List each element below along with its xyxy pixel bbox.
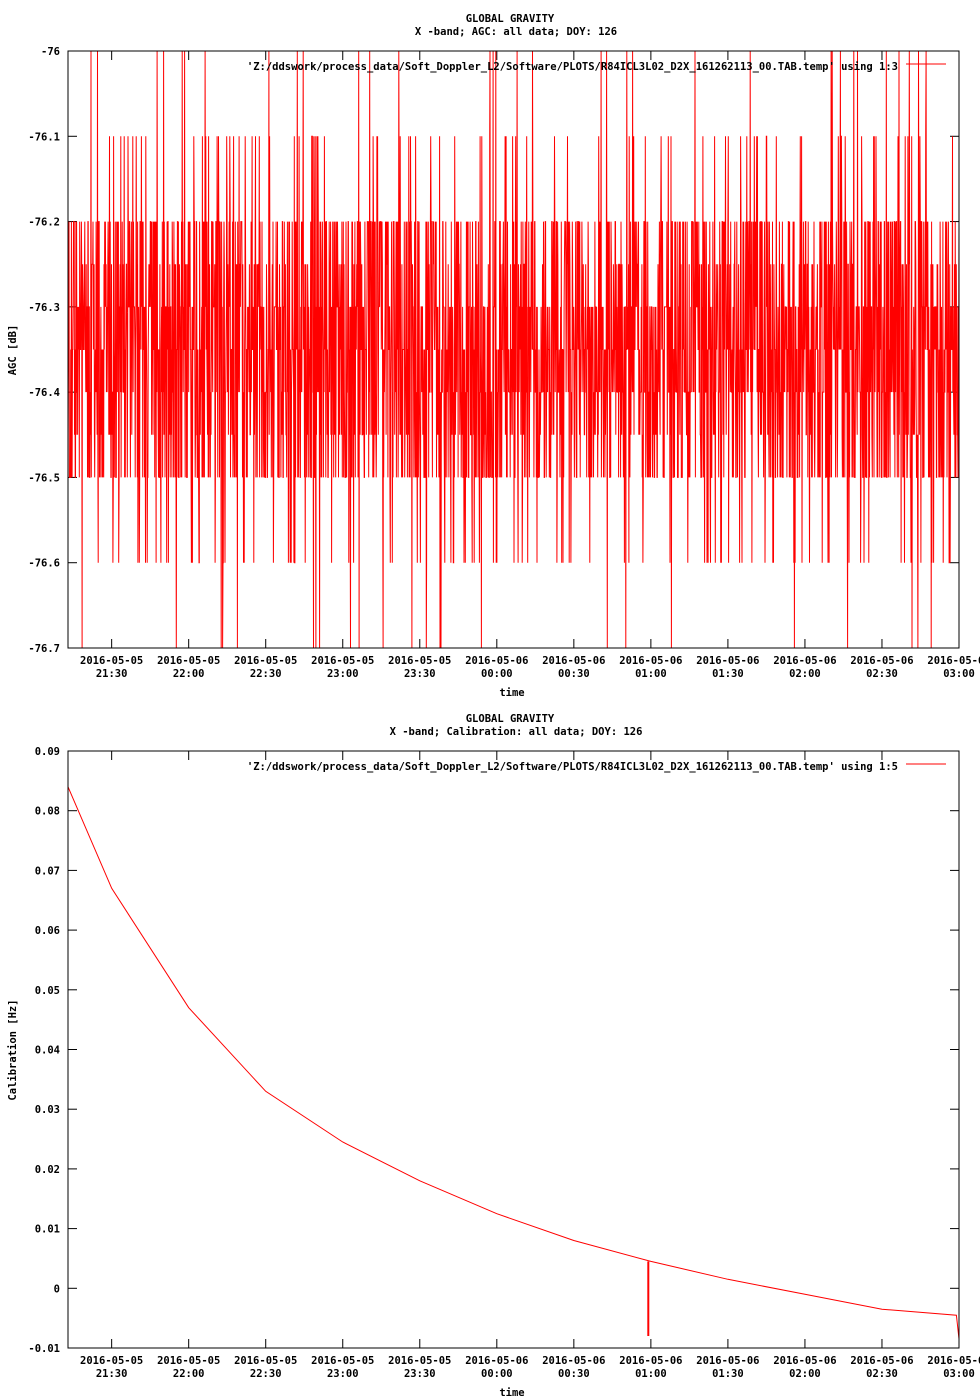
agc-xtick-time: 23:00 <box>327 668 359 680</box>
agc-xtick-time: 22:00 <box>173 668 205 680</box>
calibration-xtick-time: 23:00 <box>327 1368 359 1380</box>
agc-xtick-time: 03:00 <box>943 668 975 680</box>
agc-ytick-label: -76.5 <box>28 472 60 484</box>
calibration-xtick-time: 01:30 <box>712 1368 744 1380</box>
calibration-xtick-date: 2016-05-06 <box>619 1355 682 1367</box>
calibration-ytick-label: 0.07 <box>35 865 60 877</box>
calibration-xtick-time: 02:30 <box>866 1368 898 1380</box>
agc-chart-subtitle: X -band; AGC: all data; DOY: 126 <box>415 26 617 38</box>
calibration-xtick-time: 21:30 <box>96 1368 128 1380</box>
agc-chart-title: GLOBAL GRAVITY <box>466 13 555 25</box>
calibration-xtick-date: 2016-05-06 <box>542 1355 605 1367</box>
calibration-xtick-time: 01:00 <box>635 1368 667 1380</box>
agc-series-line <box>67 50 960 649</box>
agc-y-axis-label: AGC [dB] <box>7 325 19 376</box>
calibration-xtick-date: 2016-05-05 <box>311 1355 374 1367</box>
agc-ytick-label: -76.7 <box>28 643 60 655</box>
agc-xtick-time: 01:00 <box>635 668 667 680</box>
calibration-xtick-date: 2016-05-05 <box>388 1355 451 1367</box>
calibration-xtick-time: 00:00 <box>481 1368 513 1380</box>
agc-ytick-label: -76 <box>41 46 60 58</box>
agc-xtick-date: 2016-05-05 <box>234 655 297 667</box>
calibration-y-axis-label: Calibration [Hz] <box>7 999 19 1100</box>
agc-xtick-time: 02:00 <box>789 668 821 680</box>
calibration-xtick-time: 22:00 <box>173 1368 205 1380</box>
agc-ytick-label: -76.2 <box>28 217 60 229</box>
calibration-legend-label: 'Z:/ddswork/process_data/Soft_Doppler_L2… <box>247 761 898 773</box>
calibration-ytick-label: 0.03 <box>35 1104 60 1116</box>
agc-xtick-date: 2016-05-06 <box>542 655 605 667</box>
calibration-xtick-time: 23:30 <box>404 1368 436 1380</box>
calibration-xtick-date: 2016-05-05 <box>80 1355 143 1367</box>
agc-plot-frame <box>67 50 960 649</box>
agc-xtick-time: 00:00 <box>481 668 513 680</box>
calibration-xtick-time: 22:30 <box>250 1368 282 1380</box>
calibration-xtick-date: 2016-05-06 <box>850 1355 913 1367</box>
agc-xtick-date: 2016-05-06 <box>696 655 759 667</box>
calibration-xtick-date: 2016-05-06 <box>696 1355 759 1367</box>
agc-xtick-date: 2016-05-05 <box>311 655 374 667</box>
calibration-plot-frame <box>67 750 960 1349</box>
agc-x-axis-label: time <box>499 687 524 699</box>
calibration-xtick-date: 2016-05-06 <box>465 1355 528 1367</box>
agc-xtick-date: 2016-05-06 <box>773 655 836 667</box>
agc-xtick-time: 23:30 <box>404 668 436 680</box>
calibration-xtick-date: 2016-05-05 <box>234 1355 297 1367</box>
calibration-series-line <box>67 786 960 1340</box>
agc-ytick-label: -76.3 <box>28 302 60 314</box>
calibration-ytick-label: 0.05 <box>35 985 60 997</box>
calibration-ytick-label: 0.06 <box>35 925 60 937</box>
agc-xtick-time: 22:30 <box>250 668 282 680</box>
agc-xtick-date: 2016-05-05 <box>388 655 451 667</box>
calibration-xtick-date: 2016-05-06 <box>927 1355 980 1367</box>
agc-xtick-date: 2016-05-05 <box>157 655 220 667</box>
agc-xtick-time: 00:30 <box>558 668 590 680</box>
calibration-chart-subtitle: X -band; Calibration: all data; DOY: 126 <box>390 726 643 738</box>
agc-xtick-time: 01:30 <box>712 668 744 680</box>
agc-ytick-label: -76.1 <box>28 131 60 143</box>
calibration-ytick-label: 0.08 <box>35 806 60 818</box>
calibration-ytick-label: 0 <box>54 1283 60 1295</box>
agc-chart: GLOBAL GRAVITY X -band; AGC: all data; D… <box>7 13 980 699</box>
agc-xtick-date: 2016-05-06 <box>850 655 913 667</box>
agc-legend-label: 'Z:/ddswork/process_data/Soft_Doppler_L2… <box>247 61 898 73</box>
calibration-ytick-label: 0.02 <box>35 1164 60 1176</box>
calibration-ytick-label: -0.01 <box>28 1343 60 1355</box>
agc-xtick-date: 2016-05-05 <box>80 655 143 667</box>
calibration-xtick-date: 2016-05-06 <box>773 1355 836 1367</box>
calibration-xtick-date: 2016-05-05 <box>157 1355 220 1367</box>
calibration-xtick-time: 02:00 <box>789 1368 821 1380</box>
calibration-ytick-label: 0.01 <box>35 1224 60 1236</box>
agc-xtick-time: 02:30 <box>866 668 898 680</box>
calibration-ytick-label: 0.04 <box>35 1045 60 1057</box>
calibration-xtick-time: 00:30 <box>558 1368 590 1380</box>
agc-xtick-date: 2016-05-06 <box>619 655 682 667</box>
calibration-ytick-label: 0.09 <box>35 746 60 758</box>
agc-xtick-time: 21:30 <box>96 668 128 680</box>
calibration-x-axis-label: time <box>499 1387 524 1399</box>
agc-ytick-label: -76.4 <box>28 387 60 399</box>
agc-xtick-date: 2016-05-06 <box>927 655 980 667</box>
calibration-chart-title: GLOBAL GRAVITY <box>466 713 555 725</box>
calibration-chart: GLOBAL GRAVITY X -band; Calibration: all… <box>7 713 980 1399</box>
agc-ytick-label: -76.6 <box>28 558 60 570</box>
agc-xtick-date: 2016-05-06 <box>465 655 528 667</box>
calibration-xtick-time: 03:00 <box>943 1368 975 1380</box>
